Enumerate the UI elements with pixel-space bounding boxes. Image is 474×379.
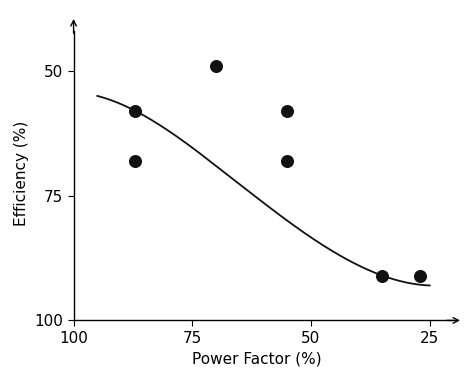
Point: [378, 273, 386, 279]
Point: [212, 63, 220, 69]
Point: [131, 158, 139, 164]
Point: [283, 108, 291, 114]
Point: [416, 273, 424, 279]
X-axis label: Power Factor (%): Power Factor (%): [191, 351, 321, 366]
Point: [131, 108, 139, 114]
Y-axis label: Efficiency (%): Efficiency (%): [14, 121, 29, 226]
Point: [283, 158, 291, 164]
